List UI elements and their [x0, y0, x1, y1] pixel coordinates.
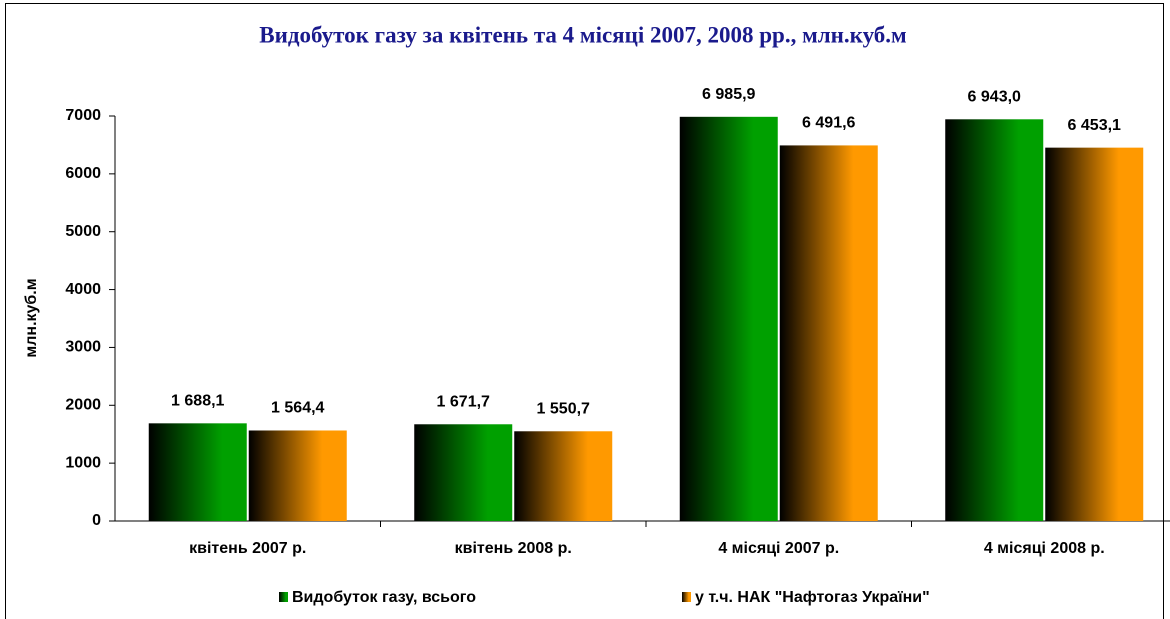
value-label: 6 491,6	[802, 115, 855, 132]
legend-marker	[279, 592, 288, 602]
y-tick-label: 1000	[65, 454, 101, 471]
x-tick-label: 4 місяці 2007 р.	[718, 540, 839, 557]
y-tick-label: 6000	[65, 165, 101, 182]
y-tick-label: 2000	[65, 397, 101, 414]
y-tick-label: 0	[92, 512, 101, 529]
value-label: 6 985,9	[702, 86, 755, 103]
x-tick-label: квітень 2007 р.	[189, 540, 306, 557]
value-label: 1 688,1	[171, 393, 224, 410]
bar	[779, 145, 878, 522]
legend-label: у т.ч. НАК "Нафтогаз України"	[695, 589, 930, 606]
value-label: 6 943,0	[968, 89, 1021, 106]
value-label: 6 453,1	[1068, 117, 1121, 134]
bar	[148, 423, 247, 521]
value-label: 1 671,7	[437, 393, 490, 410]
value-label: 1 564,4	[271, 400, 324, 417]
x-tick-label: квітень 2008 р.	[455, 540, 572, 557]
bar	[945, 119, 1044, 522]
chart-title: Видобуток газу за квітень та 4 місяці 20…	[259, 22, 906, 47]
bar	[1045, 147, 1144, 521]
legend-marker	[682, 592, 691, 602]
bar	[414, 424, 513, 521]
legend-label: Видобуток газу, всього	[292, 589, 476, 606]
bar	[514, 431, 613, 521]
y-tick-label: 5000	[65, 223, 101, 240]
bar	[679, 116, 778, 521]
y-axis-label: млн.куб.м	[23, 278, 40, 357]
y-tick-label: 4000	[65, 281, 101, 298]
bar	[248, 430, 347, 521]
y-tick-label: 3000	[65, 339, 101, 356]
x-tick-label: 4 місяці 2008 р.	[984, 540, 1105, 557]
value-label: 1 550,7	[537, 400, 590, 417]
y-tick-label: 7000	[65, 107, 101, 124]
